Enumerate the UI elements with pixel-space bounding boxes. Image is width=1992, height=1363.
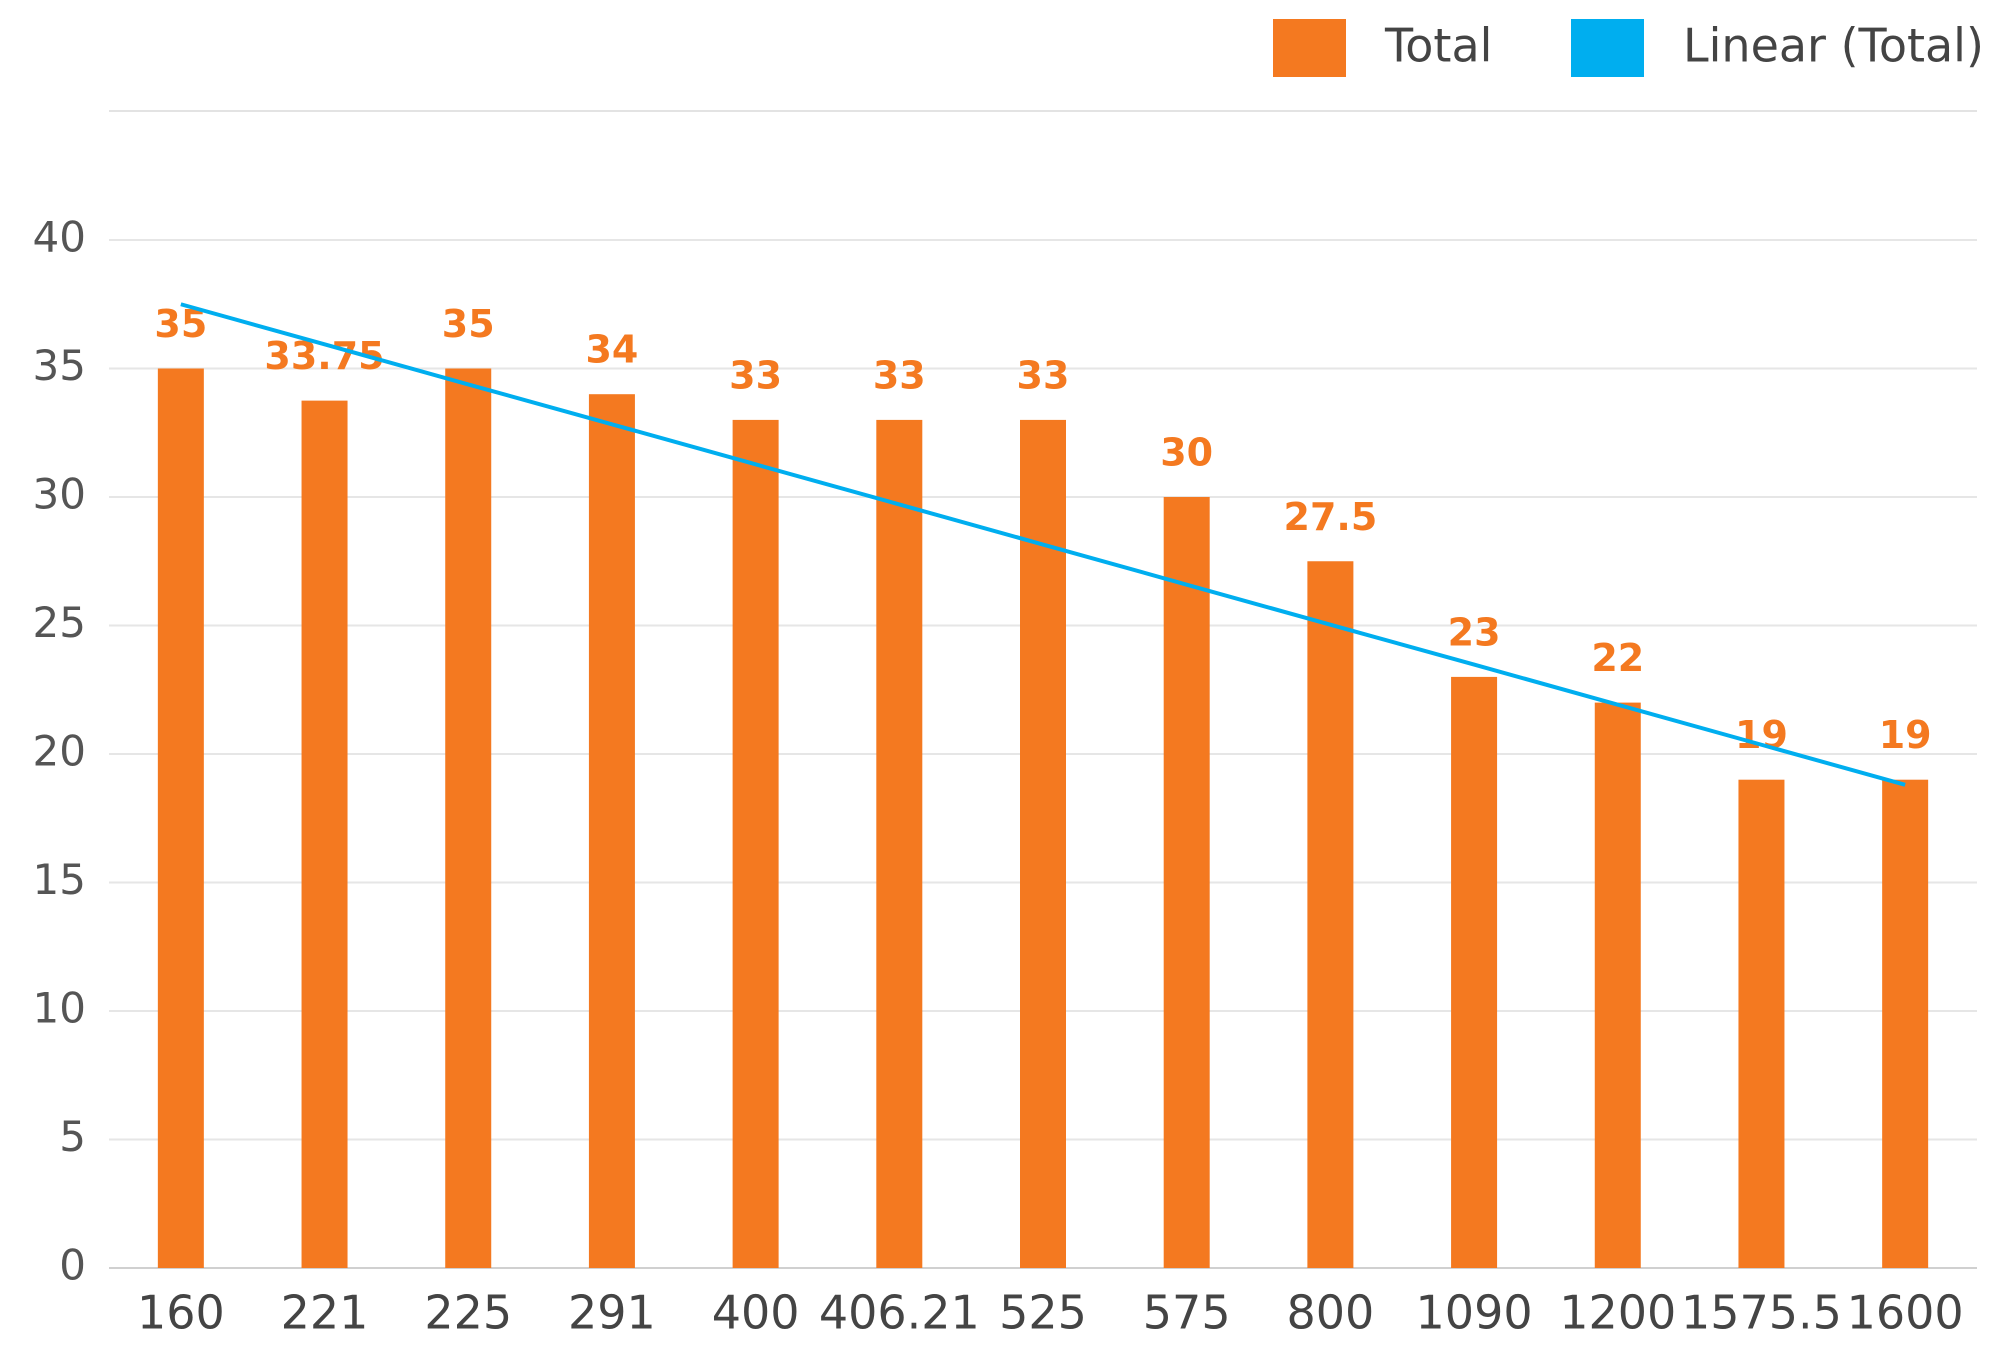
x-tick-label: 525 [999,1286,1087,1340]
x-tick-label: 291 [568,1286,656,1340]
bar [732,419,779,1268]
y-tick-label: 10 [33,984,86,1033]
bar [588,394,635,1268]
bar [1882,779,1929,1268]
data-label: 33 [729,353,782,397]
y-tick-label: 0 [59,1241,86,1290]
x-tick-label: 221 [281,1286,369,1340]
trend-line [180,302,1906,787]
bar [1738,779,1785,1268]
legend-swatch [1273,19,1346,77]
x-tick-label: 406.21 [819,1286,980,1340]
data-label: 19 [1879,713,1932,757]
bar [1020,419,1066,1268]
y-tick-label: 5 [59,1112,86,1161]
y-tick-label: 25 [33,598,86,647]
x-tick-label: 1090 [1416,1286,1533,1340]
data-label: 34 [585,328,638,372]
data-label: 35 [442,302,495,346]
x-tick-label: 160 [137,1286,225,1340]
data-label: 22 [1591,636,1644,680]
data-label: 33 [1017,353,1070,397]
x-tick-label: 1575.5 [1681,1286,1842,1340]
data-label: 23 [1448,610,1501,654]
x-tick-label: 1200 [1559,1286,1676,1340]
y-tick-label: 30 [33,470,86,519]
y-tick-label: 40 [33,213,86,262]
x-tick-label: 575 [1143,1286,1231,1340]
data-label: 30 [1160,431,1213,475]
data-label: 33 [873,353,926,397]
legend-label: Total [1384,19,1492,73]
x-tick-label: 800 [1286,1286,1374,1340]
bar [1307,561,1354,1268]
bar [301,400,348,1268]
x-tick-label: 1600 [1847,1286,1964,1340]
bar [445,368,492,1268]
bar [876,419,923,1268]
x-tick-label: 400 [712,1286,800,1340]
bar [1451,676,1498,1268]
x-tick-label: 225 [424,1286,512,1340]
y-tick-label: 20 [33,727,86,776]
y-tick-label: 35 [33,341,86,390]
legend-label: Linear (Total) [1683,19,1984,73]
bar [157,368,204,1268]
bar [1163,497,1210,1268]
y-tick-label: 15 [33,855,86,904]
bar [1594,702,1641,1268]
legend-swatch [1571,19,1644,77]
data-label: 27.5 [1284,495,1378,539]
